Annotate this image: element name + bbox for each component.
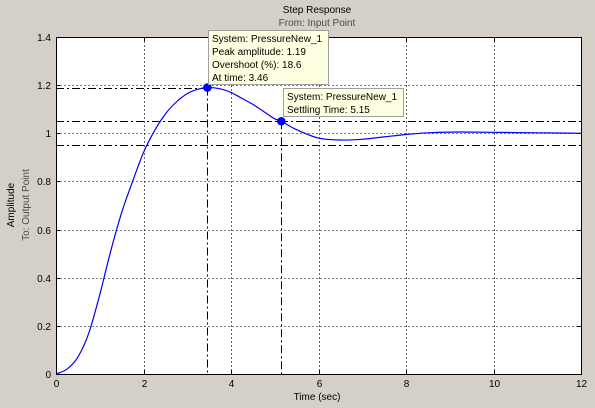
y-tick-label: 1.2 [37, 81, 51, 92]
datatip-line: System: PressureNew_1 [212, 34, 322, 45]
tick-labels: 0 2 4 6 8 10 12 0 0.2 0.4 0.6 0.8 1 1.2 1.4 [37, 33, 587, 390]
y-tick-label: 0.2 [37, 322, 51, 333]
datatip-line: System: PressureNew_1 [287, 92, 397, 103]
x-tick-label: 0 [54, 379, 60, 390]
datatip-box [283, 88, 404, 117]
series-line [55, 86, 582, 375]
datatip-line: At time: 3.46 [212, 73, 269, 84]
settling-marker[interactable] [277, 116, 286, 126]
y-tick-label: 0 [45, 370, 51, 381]
chart-subtitle: From: Input Point [279, 18, 356, 29]
chart-title: Step Response [283, 5, 352, 16]
datatip-line: Settling Time: 5.15 [287, 105, 370, 116]
y-axis-label: Amplitude [6, 182, 17, 227]
peak-marker[interactable] [203, 83, 212, 92]
x-tick-label: 8 [404, 379, 410, 390]
x-tick-label: 12 [576, 379, 588, 390]
x-axis-label: Time (sec) [294, 392, 341, 403]
datatip-box [208, 30, 329, 85]
x-tick-label: 6 [317, 379, 323, 390]
datatip-line: Overshoot (%): 18.6 [212, 60, 302, 71]
x-tick-label: 10 [489, 379, 501, 390]
y-tick-label: 0.6 [37, 226, 51, 237]
x-tick-label: 2 [142, 379, 148, 390]
y-tick-label: 1.4 [37, 33, 51, 44]
y-tick-label: 0.4 [37, 274, 51, 285]
settling-datatip[interactable]: System: PressureNew_1 Settling Time: 5.15 [283, 88, 404, 117]
datatip-line: Peak amplitude: 1.19 [212, 47, 306, 58]
y-axis-sublabel: To: Output Point [21, 169, 32, 241]
plot-area[interactable] [56, 37, 581, 374]
data-markers[interactable] [203, 83, 286, 126]
y-tick-label: 1 [45, 129, 51, 140]
reference-lines [56, 87, 581, 374]
y-tick-label: 0.8 [37, 177, 51, 188]
x-tick-label: 4 [229, 379, 235, 390]
datatips[interactable]: System: PressureNew_1 Peak amplitude: 1.1… [208, 30, 404, 117]
peak-datatip[interactable]: System: PressureNew_1 Peak amplitude: 1.1… [208, 30, 329, 85]
